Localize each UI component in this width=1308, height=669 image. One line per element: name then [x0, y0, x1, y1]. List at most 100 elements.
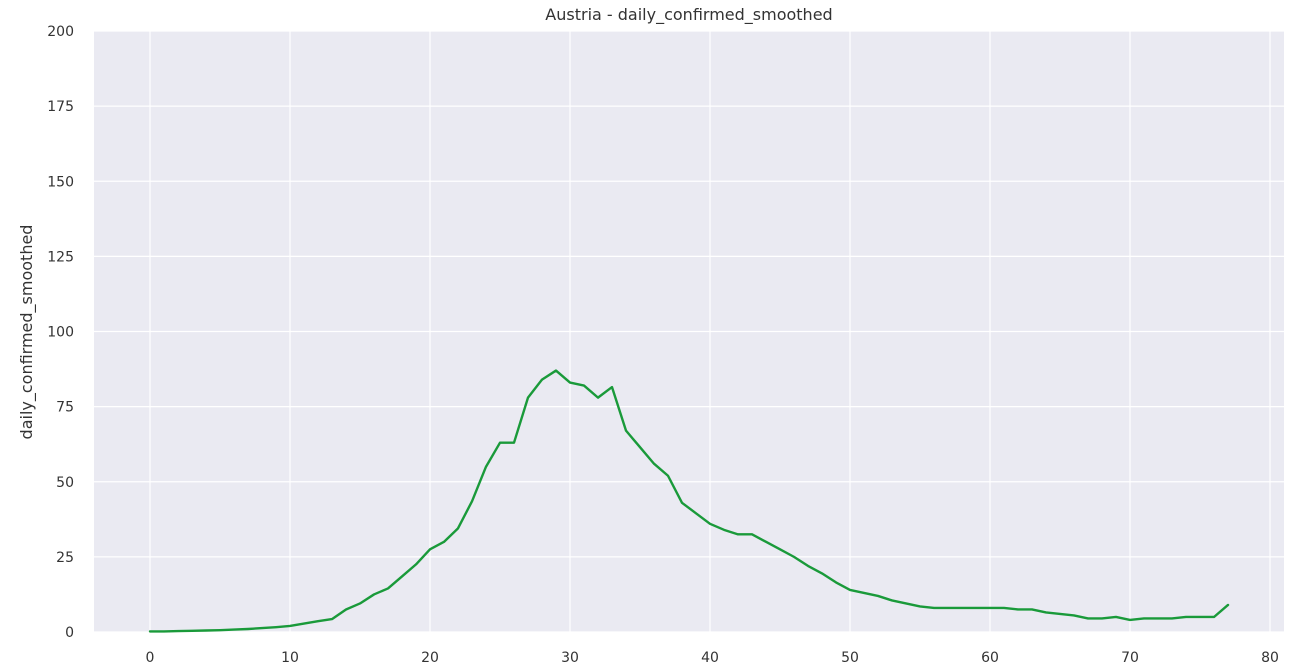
chart-title: Austria - daily_confirmed_smoothed [545, 5, 832, 25]
data-point [513, 442, 515, 444]
x-tick-label: 0 [146, 650, 155, 666]
data-point [961, 607, 963, 609]
data-point [919, 605, 921, 608]
data-point [205, 629, 207, 632]
data-point [765, 541, 767, 543]
data-point [989, 607, 991, 609]
x-tick-label: 50 [841, 650, 859, 666]
data-point [1045, 611, 1047, 614]
data-point [485, 466, 487, 468]
data-point [849, 589, 851, 591]
data-point [793, 556, 795, 558]
y-tick-label: 100 [47, 325, 74, 341]
data-point [905, 602, 907, 605]
data-point [877, 595, 879, 597]
data-point [1115, 616, 1117, 618]
y-tick-label: 125 [47, 249, 74, 265]
data-point [415, 563, 417, 565]
data-point [1129, 619, 1131, 621]
y-axis-label: daily_confirmed_smoothed [17, 225, 37, 440]
data-point [373, 593, 375, 596]
data-point [597, 397, 599, 399]
data-point [1227, 604, 1229, 606]
data-point [1017, 608, 1019, 611]
y-axis-ticks: 0 25 50 75 100 125 150 175 200 [47, 24, 74, 641]
data-point [723, 529, 725, 531]
x-tick-label: 40 [701, 650, 719, 666]
y-tick-label: 50 [56, 475, 74, 491]
grid-lines [94, 30, 1284, 633]
data-point [583, 384, 585, 387]
data-point [807, 565, 809, 567]
data-point [625, 430, 627, 432]
data-point [219, 629, 221, 631]
data-point [163, 630, 165, 633]
data-point [751, 533, 753, 535]
x-axis-ticks: 0 10 20 30 40 50 60 70 80 [146, 650, 1279, 666]
data-point [541, 378, 543, 381]
data-point [653, 463, 655, 465]
data-point [191, 630, 193, 632]
data-point [863, 592, 865, 594]
data-point [611, 386, 613, 388]
data-point [149, 630, 151, 633]
data-point [737, 533, 739, 535]
data-point [933, 607, 935, 609]
y-tick-label: 200 [47, 24, 74, 40]
data-point [289, 625, 291, 627]
data-point [1073, 614, 1075, 617]
x-tick-label: 70 [1121, 650, 1139, 666]
data-point [1157, 617, 1159, 620]
data-point [835, 581, 837, 584]
data-point [555, 369, 557, 372]
data-point [247, 628, 249, 630]
y-tick-label: 150 [47, 174, 74, 190]
x-tick-label: 20 [421, 650, 439, 666]
data-point [401, 575, 403, 578]
data-point [331, 618, 333, 620]
data-point [1087, 617, 1089, 620]
data-point [1101, 617, 1103, 620]
data-point [1213, 616, 1215, 618]
data-point [261, 627, 263, 629]
data-point [387, 587, 389, 590]
y-tick-label: 25 [56, 550, 74, 566]
data-point [667, 475, 669, 477]
data-point [1143, 617, 1145, 620]
data-point [443, 541, 445, 543]
y-tick-label: 75 [56, 400, 74, 416]
data-point [177, 630, 179, 632]
x-tick-label: 80 [1261, 650, 1279, 666]
series-layer [148, 369, 1230, 633]
data-point [947, 607, 949, 609]
data-point [1003, 607, 1005, 609]
data-point [499, 442, 501, 444]
data-point [275, 626, 277, 628]
data-point [1185, 616, 1187, 618]
data-point [1199, 616, 1201, 618]
y-tick-label: 0 [65, 625, 74, 641]
data-point [709, 523, 711, 525]
x-tick-label: 60 [981, 650, 999, 666]
data-point [1059, 613, 1061, 615]
x-tick-label: 10 [281, 650, 299, 666]
data-point [975, 607, 977, 609]
data-point [303, 622, 305, 625]
data-point [1171, 617, 1173, 620]
data-point [821, 572, 823, 575]
data-point [527, 397, 529, 399]
data-point [695, 512, 697, 514]
data-point [345, 608, 347, 611]
series-line [148, 369, 1230, 633]
data-point [891, 599, 893, 602]
data-point [681, 502, 683, 504]
data-point [471, 500, 473, 502]
data-point [429, 548, 431, 550]
data-point [233, 629, 235, 631]
data-point [779, 548, 781, 550]
data-point [639, 446, 641, 448]
data-point [569, 381, 571, 384]
x-tick-label: 30 [561, 650, 579, 666]
data-point [457, 527, 459, 529]
